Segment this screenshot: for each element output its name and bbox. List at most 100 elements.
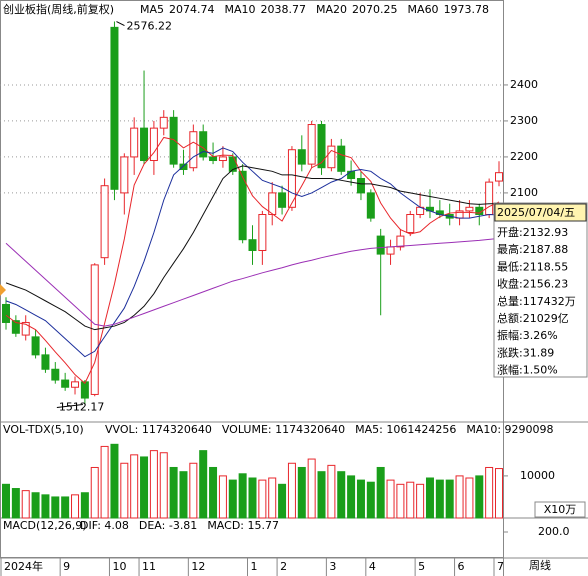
volume-field: MA5: 1061424256 — [355, 423, 456, 436]
volume-bar — [425, 477, 434, 519]
volume-bar — [258, 479, 267, 519]
annotation-line — [56, 403, 83, 408]
legend-name: MA20 — [316, 3, 347, 16]
volume-bar — [169, 466, 178, 519]
volume-bar — [278, 483, 287, 519]
y-tick-label: 2200 — [510, 150, 538, 163]
ma-line — [5, 237, 500, 327]
candle-body — [11, 320, 20, 334]
candle-body — [356, 178, 365, 194]
candle-body — [199, 131, 208, 158]
tooltip-value: 117432万 — [523, 295, 576, 308]
low-annotation: 1512.17 — [59, 400, 105, 413]
legend-name: MA10 — [225, 3, 256, 16]
volume-bar — [337, 471, 346, 519]
volume-bar — [287, 462, 296, 519]
volume-bar — [406, 481, 415, 519]
volume-bar — [140, 456, 149, 519]
volume-bar — [218, 475, 227, 519]
candle-body — [465, 206, 474, 212]
volume-bar — [11, 488, 20, 519]
tooltip-label: 总额: — [497, 311, 523, 325]
volume-bar — [149, 450, 158, 519]
volume-bar — [435, 479, 444, 519]
x-tick-label: 5 — [418, 560, 425, 573]
volume-bar — [31, 492, 40, 519]
x-tick-label: 4 — [369, 560, 376, 573]
volume-bar — [71, 494, 80, 519]
candle-body — [100, 185, 109, 259]
volume-bar — [120, 462, 129, 519]
volume-bar — [495, 468, 503, 519]
tooltip-value: 3.26% — [523, 329, 558, 342]
candle-body — [248, 239, 257, 251]
macd-field: DEA: -3.81 — [139, 519, 197, 532]
high-annotation: 2576.22 — [126, 20, 171, 33]
legend-value: 2038.77 — [261, 3, 307, 16]
ma-line — [5, 165, 500, 331]
macd-field: MACD: 15.77 — [207, 519, 279, 532]
volume-bar — [356, 479, 365, 519]
volume-bar — [465, 477, 474, 519]
volume-bar — [475, 475, 484, 519]
y-tick-label: 2100 — [510, 186, 538, 199]
tooltip-label: 振幅: — [497, 328, 523, 342]
tooltip-label: 总量: — [497, 294, 523, 308]
unit-box — [534, 501, 586, 518]
volume-bar — [41, 494, 50, 519]
tooltip-box — [493, 202, 588, 378]
tooltip-label: 最高: — [497, 242, 523, 256]
annotation-line — [116, 21, 125, 26]
candle-body — [120, 156, 129, 194]
volume-unit: X10万 — [544, 503, 577, 516]
candle-body — [376, 235, 385, 255]
x-tick-label: 2024年 — [4, 559, 43, 573]
volume-bar — [386, 479, 395, 519]
tooltip-value: 31.89 — [523, 346, 555, 359]
tooltip-value: 2187.88 — [523, 243, 569, 256]
volume-title: VOL-TDX(5,10) — [3, 423, 84, 436]
volume-field: VOLUME: 1174320640 — [222, 423, 345, 436]
macd-title: MACD(12,26,9) — [3, 519, 87, 532]
candle-body — [485, 181, 494, 216]
volume-bar — [21, 490, 30, 519]
candle-body — [149, 127, 158, 162]
tooltip-value: 1.50% — [523, 364, 558, 377]
tooltip-date-bg — [494, 203, 587, 222]
candle-body — [366, 192, 375, 219]
volume-tick-label: 10000 — [520, 469, 555, 482]
volume-bar — [268, 477, 277, 519]
volume-bar — [327, 464, 336, 519]
candle-body — [297, 149, 306, 165]
volume-bar — [455, 475, 464, 519]
volume-bar — [61, 496, 70, 519]
x-tick-label: 10 — [112, 560, 126, 573]
tooltip-value: 2132.93 — [523, 226, 569, 239]
volume-bar — [159, 452, 168, 519]
period-label: 周线 — [529, 558, 551, 572]
candle-body — [218, 156, 227, 162]
candle-body — [268, 192, 277, 216]
candle-body — [71, 381, 80, 388]
x-tick-label: 9 — [63, 560, 70, 573]
candle-body — [169, 116, 178, 165]
candle-body — [307, 124, 316, 165]
candle-body — [110, 26, 119, 190]
tooltip-date: 2025/07/04/五 — [497, 206, 575, 219]
x-tick-label: 3 — [329, 560, 336, 573]
x-tick-label: 6 — [458, 560, 465, 573]
candle-body — [287, 149, 296, 208]
tooltip-value: 21029亿 — [523, 312, 569, 325]
candle-body — [2, 303, 10, 323]
candle-body — [347, 170, 356, 180]
candle-body — [278, 192, 287, 208]
legend-value: 2070.25 — [352, 3, 398, 16]
marker — [0, 284, 6, 296]
candle-body — [130, 127, 139, 158]
tooltip-value: 2156.23 — [523, 278, 569, 291]
tooltip-label: 收盘: — [497, 277, 523, 291]
y-tick-label: 2400 — [510, 78, 538, 91]
volume-bar — [100, 445, 109, 519]
tooltip-label: 涨跌: — [497, 345, 523, 359]
